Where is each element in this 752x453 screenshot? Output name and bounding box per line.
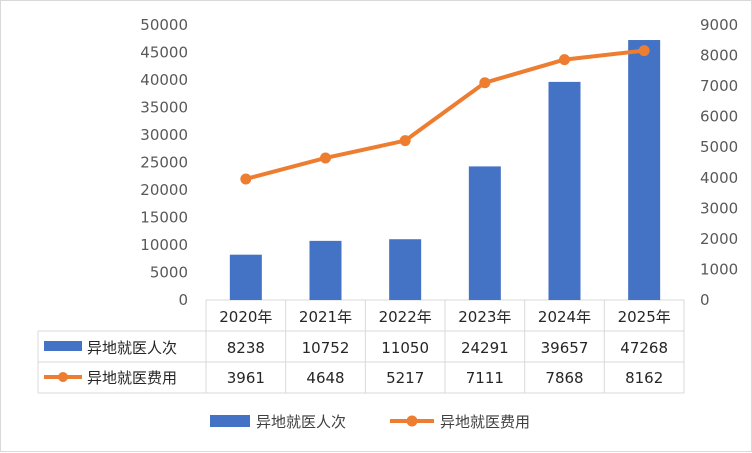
right-axis-tick-label: 2000 (700, 230, 738, 248)
legend-bar-key (210, 415, 250, 427)
line-series (240, 45, 650, 185)
table-series-label: 异地就医人次 (87, 339, 177, 357)
right-axis-ticks: 0 1000 2000 3000 4000 5000 6000 7000 8000 9000 (700, 16, 738, 309)
table-series-label: 异地就医费用 (87, 369, 177, 387)
right-axis-tick-label: 9000 (700, 16, 738, 34)
line-point (399, 135, 411, 147)
table-cell: 7111 (466, 369, 504, 387)
table-cell: 10752 (302, 339, 350, 357)
table-cell: 24291 (461, 339, 509, 357)
right-axis-tick-label: 0 (700, 291, 710, 309)
right-axis-tick-label: 5000 (700, 138, 738, 156)
table-cell: 5217 (386, 369, 424, 387)
category-label: 2022年 (379, 308, 432, 326)
bar (229, 254, 262, 300)
table-line-key-marker (58, 372, 68, 382)
left-axis-tick-label: 40000 (140, 71, 188, 89)
table-cell: 47268 (620, 339, 668, 357)
left-axis-tick-label: 20000 (140, 181, 188, 199)
bar (628, 40, 661, 300)
category-label: 2024年 (538, 308, 591, 326)
legend-label: 异地就医人次 (256, 413, 346, 431)
category-label: 2025年 (618, 308, 671, 326)
category-label: 2023年 (458, 308, 511, 326)
data-table-grid (37, 299, 685, 394)
right-axis-tick-label: 1000 (700, 260, 738, 278)
bar (468, 166, 501, 300)
right-axis-tick-label: 4000 (700, 169, 738, 187)
line-point (240, 173, 252, 185)
left-axis-tick-label: 5000 (150, 264, 188, 282)
right-axis-tick-label: 8000 (700, 47, 738, 65)
table-cell: 8238 (227, 339, 265, 357)
legend-label: 异地就医费用 (440, 413, 530, 431)
bar (548, 81, 581, 300)
left-axis-tick-label: 0 (178, 291, 188, 309)
category-label: 2021年 (299, 308, 352, 326)
table-bar-key (44, 341, 82, 351)
left-axis-tick-label: 45000 (140, 44, 188, 62)
left-axis-tick-label: 25000 (140, 154, 188, 172)
category-label: 2020年 (219, 308, 272, 326)
table-cell: 11050 (381, 339, 429, 357)
left-axis-tick-label: 30000 (140, 126, 188, 144)
bar-series (229, 40, 661, 300)
left-axis-ticks: 0 5000 10000 15000 20000 25000 30000 35000 40000… (140, 16, 188, 309)
table-cell: 39657 (541, 339, 589, 357)
line-point (479, 77, 491, 89)
left-axis-tick-label: 35000 (140, 99, 188, 117)
table-cell: 7868 (545, 369, 583, 387)
line-point (638, 45, 650, 57)
legend: 异地就医人次 异地就医费用 (210, 413, 530, 431)
bar (389, 239, 422, 300)
left-axis-tick-label: 10000 (140, 236, 188, 254)
line-point (320, 152, 331, 164)
left-axis-tick-label: 50000 (140, 16, 188, 34)
line-point (559, 54, 570, 66)
right-axis-tick-label: 7000 (700, 77, 738, 95)
table-cell: 4648 (306, 369, 344, 387)
table-cell: 3961 (227, 369, 265, 387)
left-axis-tick-label: 15000 (140, 209, 188, 227)
right-axis-tick-label: 3000 (700, 199, 738, 217)
legend-line-key-marker (406, 415, 418, 427)
table-cell: 8162 (625, 369, 663, 387)
series-line (245, 48, 645, 181)
right-axis-tick-label: 6000 (700, 108, 738, 126)
bar (309, 240, 342, 300)
